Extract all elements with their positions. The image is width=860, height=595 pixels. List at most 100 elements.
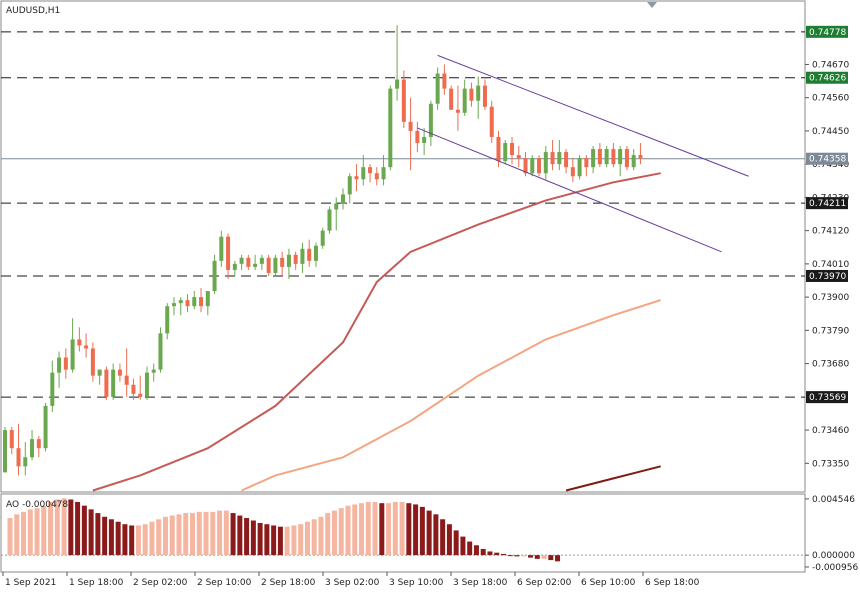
candle-body <box>489 106 494 137</box>
candle-90 <box>611 143 616 168</box>
price-tag-box <box>806 25 848 38</box>
candle-body <box>482 85 487 107</box>
candle-body <box>557 152 562 165</box>
candle-10 <box>70 318 75 373</box>
candle-72 <box>489 100 494 144</box>
candle-body <box>543 152 548 174</box>
candle-82 <box>557 139 562 171</box>
candle-32 <box>219 230 224 267</box>
candle-body <box>422 136 427 144</box>
moving-average-1 <box>241 299 662 492</box>
time-tick-label: 2 Sep 10:00 <box>197 578 252 588</box>
price-tick-label: 0.74670 <box>812 60 849 70</box>
ao-bar-77 <box>528 555 534 558</box>
candle-body <box>374 173 379 180</box>
candle-11 <box>77 327 82 352</box>
time-tick-label: 2 Sep 02:00 <box>133 578 188 588</box>
candle-body <box>205 291 210 307</box>
candle-87 <box>591 146 596 174</box>
candle-24 <box>165 303 170 340</box>
candle-89 <box>604 146 609 168</box>
candle-body <box>496 136 501 162</box>
time-tick-label: 6 Sep 10:00 <box>581 578 636 588</box>
candle-body <box>124 375 129 385</box>
candle-44 <box>300 242 305 273</box>
ao-bar-74 <box>507 555 513 557</box>
ao-bar-53 <box>365 501 371 556</box>
price-tick-label: 0.74560 <box>812 94 849 104</box>
ao-bar-65 <box>446 524 452 556</box>
candle-7 <box>50 360 55 412</box>
candle-42 <box>286 248 291 279</box>
ao-bar-81 <box>555 555 561 562</box>
ao-bar-51 <box>352 504 358 556</box>
price-tag-label: 0.73970 <box>809 272 846 282</box>
candle-86 <box>584 155 589 177</box>
candle-body <box>266 257 271 273</box>
ao-bar-16 <box>115 521 121 556</box>
trend-line-1[interactable] <box>417 127 722 253</box>
candle-27 <box>185 294 190 313</box>
candle-body <box>30 439 35 458</box>
candle-19 <box>131 378 136 400</box>
ao-bar-18 <box>129 525 135 556</box>
candle-15 <box>104 366 109 400</box>
candle-75 <box>510 136 514 165</box>
trend-line-0[interactable] <box>437 54 749 177</box>
candle-body <box>185 300 190 307</box>
candle-56 <box>381 155 386 186</box>
level-tag-0: 0.74778 <box>806 25 848 38</box>
ao-bar-48 <box>331 510 337 556</box>
level-tag-2: 0.74211 <box>806 197 848 210</box>
ao-bar-42 <box>291 525 297 556</box>
time-tick-label: 3 Sep 10:00 <box>389 578 444 588</box>
ao-bar-6 <box>48 501 54 556</box>
candle-58 <box>395 25 400 101</box>
candle-69 <box>469 82 474 107</box>
candle-6 <box>43 402 48 452</box>
price-tag-box <box>806 152 848 165</box>
ao-bar-76 <box>521 555 527 557</box>
price-tag-box <box>806 197 848 210</box>
chart-title: AUDUSD,H1 <box>6 6 60 16</box>
ao-bar-61 <box>419 506 425 556</box>
candle-body <box>368 167 373 174</box>
candle-body <box>462 88 467 113</box>
candle-36 <box>246 254 251 270</box>
ao-bar-38 <box>264 524 270 556</box>
price-tag-label: 0.74211 <box>809 199 846 209</box>
main-pane-frame <box>0 0 806 493</box>
candle-body <box>43 405 48 449</box>
candle-body <box>395 79 400 89</box>
candle-92 <box>624 146 629 171</box>
ao-bar-13 <box>95 513 101 556</box>
candle-body <box>577 158 582 177</box>
candle-body <box>381 167 386 180</box>
candle-28 <box>192 291 197 310</box>
candle-71 <box>482 79 487 110</box>
candle-16 <box>111 363 116 400</box>
chart-shift-marker-icon[interactable] <box>647 2 657 8</box>
ao-bar-25 <box>176 514 182 556</box>
ao-bar-66 <box>453 530 459 556</box>
candle-81 <box>550 139 555 171</box>
candle-body <box>591 149 596 168</box>
candle-body <box>516 155 521 159</box>
candle-40 <box>273 254 278 276</box>
candle-body <box>63 357 68 370</box>
trend-channel[interactable] <box>417 54 749 253</box>
candle-74 <box>503 139 508 165</box>
ao-bar-73 <box>500 553 506 556</box>
ao-bar-75 <box>514 555 520 557</box>
price-tick-label: 0.73790 <box>812 326 849 336</box>
candle-3 <box>23 442 28 476</box>
candle-57 <box>388 85 393 171</box>
candle-2 <box>16 424 21 476</box>
candle-body <box>3 430 7 473</box>
candle-84 <box>570 158 575 183</box>
candle-29 <box>199 288 204 313</box>
candle-body <box>104 369 109 397</box>
candle-20 <box>138 375 143 400</box>
time-tick-label: 1 Sep 18:00 <box>69 578 124 588</box>
